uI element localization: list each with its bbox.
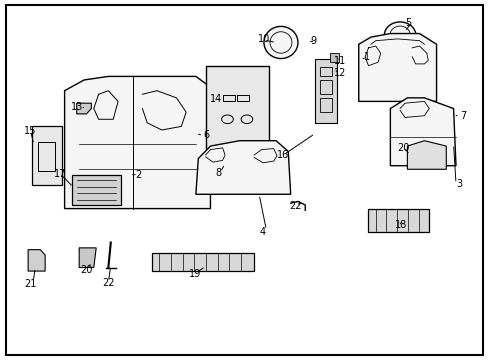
Polygon shape <box>205 66 268 152</box>
Text: 19: 19 <box>188 269 201 279</box>
Text: 9: 9 <box>309 36 316 46</box>
Polygon shape <box>64 76 210 208</box>
Text: 14: 14 <box>209 94 221 104</box>
Bar <box>38 143 55 171</box>
Bar <box>329 53 339 62</box>
Polygon shape <box>407 141 446 169</box>
Polygon shape <box>389 98 455 166</box>
Text: 13: 13 <box>71 102 83 112</box>
Polygon shape <box>358 33 436 102</box>
Text: 5: 5 <box>404 18 410 28</box>
Bar <box>319 98 331 112</box>
Polygon shape <box>368 208 428 232</box>
Text: 17: 17 <box>54 168 66 179</box>
Text: 7: 7 <box>459 111 465 121</box>
Ellipse shape <box>264 26 297 59</box>
Text: 8: 8 <box>215 168 221 178</box>
Text: 22: 22 <box>102 278 114 288</box>
Text: 20: 20 <box>397 143 409 153</box>
Text: 4: 4 <box>259 227 264 237</box>
Text: 10: 10 <box>258 34 270 44</box>
Text: 11: 11 <box>334 56 346 66</box>
Polygon shape <box>72 175 120 205</box>
Bar <box>237 95 249 102</box>
Text: 15: 15 <box>24 126 37 136</box>
Polygon shape <box>31 126 62 185</box>
Ellipse shape <box>384 22 415 49</box>
Polygon shape <box>196 141 290 194</box>
Text: 16: 16 <box>277 150 289 160</box>
Polygon shape <box>28 249 45 271</box>
Text: 20: 20 <box>81 265 93 275</box>
Polygon shape <box>152 253 254 271</box>
Text: 1: 1 <box>363 52 369 62</box>
Text: 22: 22 <box>288 201 301 211</box>
Polygon shape <box>314 59 336 123</box>
Text: 12: 12 <box>334 68 346 78</box>
Text: 3: 3 <box>455 179 461 189</box>
Text: 2: 2 <box>135 170 141 180</box>
Text: 21: 21 <box>24 279 37 289</box>
Bar <box>222 95 234 102</box>
Text: 18: 18 <box>394 220 407 230</box>
Polygon shape <box>77 103 91 114</box>
Bar <box>319 80 331 94</box>
Polygon shape <box>79 248 96 267</box>
Text: 6: 6 <box>203 130 209 140</box>
Bar <box>319 67 331 76</box>
